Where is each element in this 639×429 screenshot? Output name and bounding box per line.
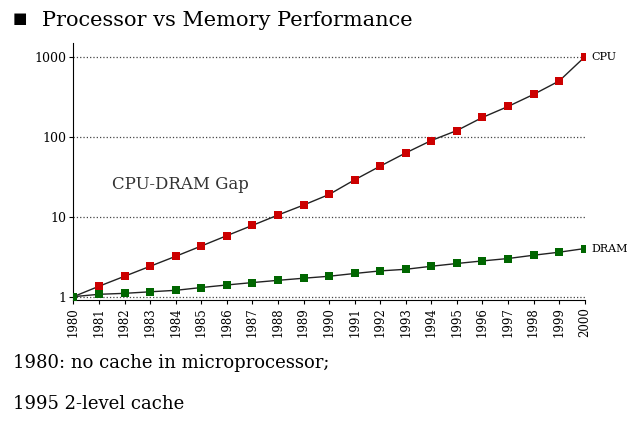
Text: DRAM: DRAM <box>592 244 628 254</box>
Text: ■: ■ <box>13 11 27 26</box>
Text: CPU: CPU <box>592 52 617 62</box>
Text: CPU-DRAM Gap: CPU-DRAM Gap <box>112 176 249 193</box>
Text: 1980: no cache in microprocessor;: 1980: no cache in microprocessor; <box>13 354 329 372</box>
Text: Processor vs Memory Performance: Processor vs Memory Performance <box>42 11 412 30</box>
Text: 1995 2-level cache: 1995 2-level cache <box>13 395 184 413</box>
